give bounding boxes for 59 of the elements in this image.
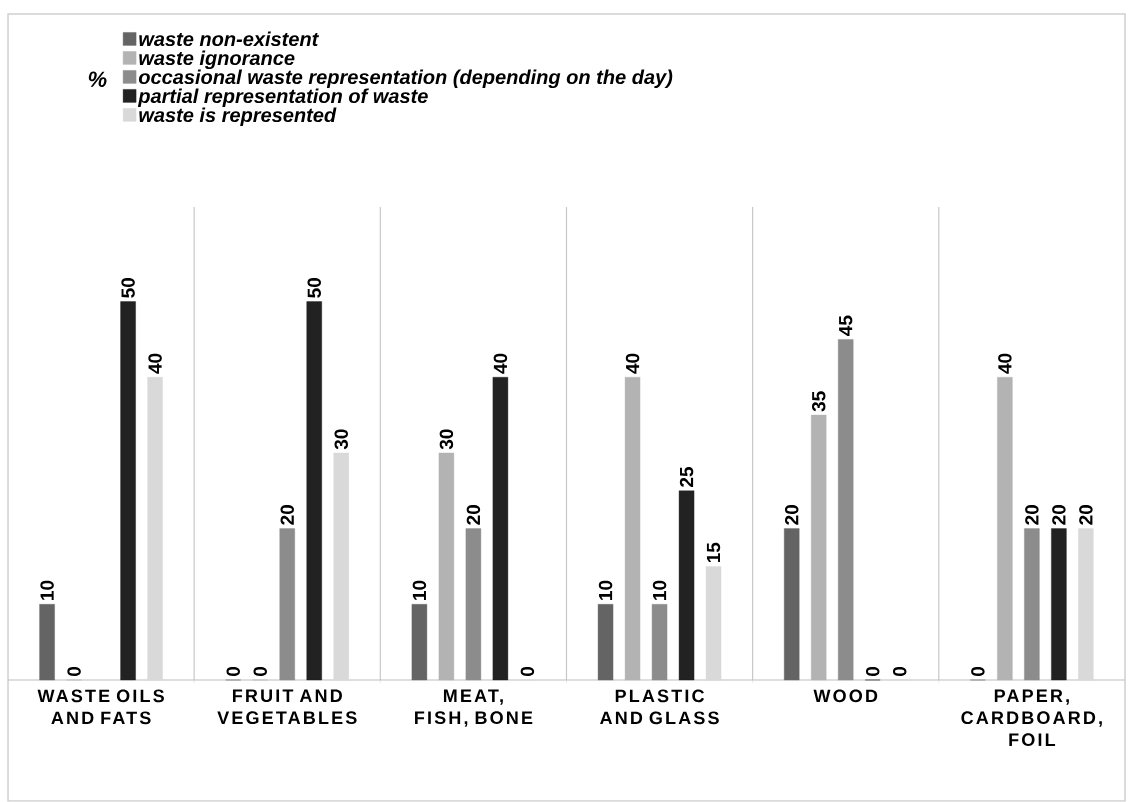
legend-label: waste is represented <box>139 107 337 127</box>
bar <box>492 377 509 681</box>
data-label: 20 <box>466 505 481 525</box>
bar <box>120 301 136 681</box>
data-label: 20 <box>1025 505 1039 525</box>
legend-label: partial representation of waste <box>137 88 428 108</box>
data-label: 0 <box>67 667 81 677</box>
data-label: 20 <box>1079 505 1093 525</box>
data-label: 20 <box>784 505 799 525</box>
data-label: 0 <box>865 667 880 677</box>
data-label: 10 <box>40 580 54 601</box>
bar <box>838 339 854 681</box>
data-label: 40 <box>625 353 640 374</box>
bar <box>678 490 695 681</box>
data-label: 0 <box>520 667 535 677</box>
data-label: 0 <box>892 667 907 677</box>
data-label: 30 <box>439 429 454 450</box>
bar <box>147 377 163 681</box>
x-tick-label: PLASTIC AND GLASS <box>600 689 719 725</box>
bar <box>279 528 295 681</box>
x-tick-label: MEAT, FISH, BONE <box>415 689 533 727</box>
data-label: 25 <box>679 467 694 488</box>
bar <box>705 566 722 681</box>
bar <box>651 604 668 681</box>
bar <box>1024 528 1040 681</box>
data-label: 10 <box>598 580 613 601</box>
data-label: 10 <box>412 580 427 601</box>
bar <box>39 604 55 681</box>
data-label: 50 <box>121 278 135 298</box>
x-tick-label: WASTE OILS AND FATS <box>37 689 164 725</box>
data-label: 35 <box>811 391 826 412</box>
data-label: 50 <box>307 278 321 298</box>
data-label: 0 <box>971 667 985 677</box>
data-label: 0 <box>226 667 240 677</box>
bar <box>465 528 482 681</box>
bar <box>333 452 349 681</box>
data-label: 20 <box>1052 505 1066 525</box>
data-label: 40 <box>148 353 162 374</box>
x-tick-label: WOOD <box>813 689 878 703</box>
x-tick-label: FRUIT AND VEGETABLES <box>217 689 357 725</box>
data-label: 15 <box>706 542 721 563</box>
bar <box>1051 528 1067 681</box>
data-label: 40 <box>493 353 508 374</box>
legend-label: waste non-existent <box>139 31 320 47</box>
bar <box>1078 528 1094 681</box>
legend-label: waste ignorance <box>139 50 295 70</box>
data-label: 40 <box>998 353 1012 374</box>
bar <box>784 528 800 681</box>
bar <box>597 604 614 681</box>
data-label: 20 <box>280 505 294 525</box>
data-label: 45 <box>839 315 853 337</box>
legend-label: occasional waste representation (depending on the day) <box>138 69 673 89</box>
data-label: 10 <box>652 580 667 601</box>
data-label: 0 <box>253 667 267 677</box>
data-label: 30 <box>334 429 348 450</box>
text: % <box>88 71 107 88</box>
bar <box>306 301 322 681</box>
x-tick-label: PAPER, CARDBOARD, FOIL <box>961 689 1102 747</box>
bar <box>411 604 428 681</box>
